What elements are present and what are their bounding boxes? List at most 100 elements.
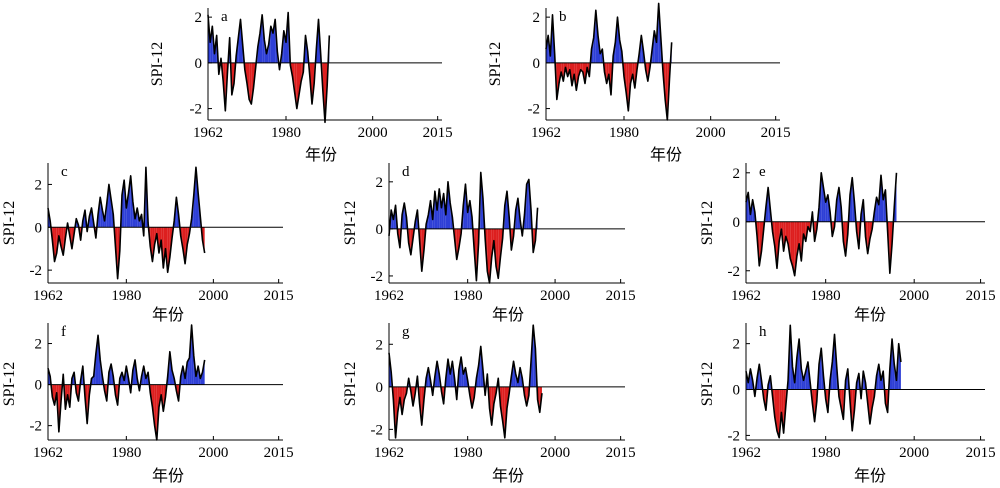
y-axis-label: SPI-12 <box>699 201 716 245</box>
y-tick-label: 2 <box>376 337 384 353</box>
wet-area-segment <box>654 30 657 63</box>
wet-area-segment <box>836 187 839 222</box>
x-tick-label: 2015 <box>606 445 636 461</box>
y-tick-label: 2 <box>376 175 384 191</box>
dry-area-segment <box>456 228 459 260</box>
x-tick-label: 1962 <box>531 125 561 141</box>
panel-g: -2 0 2 1962 1980 2000 2015 g SPI-12 年份 <box>342 323 636 485</box>
dry-area-segment <box>796 221 800 257</box>
x-tick-label: 2000 <box>540 445 570 461</box>
x-tick-label: 1962 <box>374 288 404 304</box>
x-axis-label: 年份 <box>152 306 184 324</box>
y-axis-label: SPI-12 <box>342 362 359 406</box>
x-tick-label: 1962 <box>33 445 63 461</box>
spi-series-line <box>388 324 543 439</box>
panel-label: h <box>759 324 767 340</box>
panel-c: -2 0 2 1962 1980 2000 2015 c SPI-12 年份 <box>1 163 294 324</box>
wet-area-segment <box>898 343 901 390</box>
y-tick-label: 0 <box>376 222 384 238</box>
y-tick-label: -2 <box>528 102 541 118</box>
x-tick-label: 1980 <box>609 125 639 141</box>
panel-label: b <box>559 9 567 25</box>
panel-a: -2 0 2 1962 1980 2000 2015 a SPI-12 年份 <box>149 8 453 164</box>
x-axis-label: 年份 <box>854 306 886 324</box>
x-tick-label: 2000 <box>899 445 929 461</box>
x-tick-label: 1980 <box>271 125 301 141</box>
x-tick-label: 2015 <box>606 288 636 304</box>
y-tick-label: 2 <box>733 337 741 353</box>
wet-area-segment <box>187 357 190 385</box>
dry-area-segment <box>776 389 780 438</box>
y-axis-label: SPI-12 <box>1 201 18 245</box>
panel-label: e <box>759 164 766 180</box>
dry-area-segment <box>251 62 254 104</box>
wet-area-segment <box>283 30 286 63</box>
x-tick-label: 2015 <box>264 288 294 304</box>
y-tick-label: 0 <box>733 215 741 231</box>
x-tick-label: 2000 <box>899 288 929 304</box>
wet-area-segment <box>270 26 273 63</box>
dry-area-segment <box>792 221 795 276</box>
dry-area-segment <box>790 221 793 266</box>
wet-area-segment <box>128 175 131 228</box>
y-tick-label: -2 <box>30 263 43 279</box>
y-tick-label: -2 <box>30 419 43 435</box>
wet-area-segment <box>796 339 800 390</box>
wet-area-segment <box>819 348 822 390</box>
dry-area-segment <box>885 389 888 413</box>
x-tick-label: 2015 <box>423 125 453 141</box>
y-tick-label: -2 <box>728 264 741 280</box>
x-tick-label: 1962 <box>33 288 63 304</box>
wet-area-segment <box>108 184 112 228</box>
panel-label: g <box>402 324 410 340</box>
x-axis-label: 年份 <box>492 306 524 324</box>
y-axis-label: SPI-12 <box>699 362 716 406</box>
wet-area-segment <box>515 198 518 229</box>
x-tick-label: 1962 <box>193 125 223 141</box>
y-tick-label: 0 <box>533 56 541 72</box>
spi-series-line <box>47 324 206 441</box>
wet-area-segment <box>533 325 536 387</box>
panel-b: -2 0 2 1962 1980 2000 2015 b SPI-12 年份 <box>487 2 791 164</box>
y-tick-label: 2 <box>733 166 741 182</box>
panel-d: -2 0 2 1962 1980 2000 2015 d SPI-12 年份 <box>342 163 636 324</box>
dry-area-segment <box>231 62 234 95</box>
y-tick-label: 0 <box>195 56 203 72</box>
y-tick-label: -2 <box>190 102 203 118</box>
dry-area-segment <box>803 221 806 242</box>
dry-area-segment <box>249 62 252 104</box>
x-tick-label: 2015 <box>966 288 996 304</box>
x-tick-label: 2000 <box>696 125 726 141</box>
y-axis-label: SPI-12 <box>149 42 166 86</box>
panel-f: -2 0 2 1962 1980 2000 2015 f SPI-12 年份 <box>1 323 294 485</box>
wet-area-segment <box>850 177 853 222</box>
x-axis-label: 年份 <box>650 146 682 164</box>
x-axis-label: 年份 <box>152 467 184 485</box>
dry-area-segment <box>665 62 668 120</box>
x-tick-label: 2000 <box>198 288 228 304</box>
x-tick-label: 1962 <box>374 445 404 461</box>
wet-area-segment <box>746 192 749 222</box>
y-axis-label: SPI-12 <box>487 42 504 86</box>
panel-e: -2 0 2 1962 1980 2000 2015 e SPI-12 年份 <box>699 163 996 324</box>
x-tick-label: 1962 <box>731 445 761 461</box>
dry-area-segment <box>794 221 797 276</box>
spi-series-line <box>545 2 673 121</box>
wet-area-segment <box>95 335 99 385</box>
panel-label: c <box>61 164 68 180</box>
x-tick-label: 2015 <box>761 125 791 141</box>
panel-label: d <box>402 164 410 180</box>
panel-label: a <box>221 9 228 25</box>
x-tick-label: 1980 <box>811 445 841 461</box>
spi-series-line <box>207 11 331 124</box>
y-tick-label: -2 <box>728 428 741 444</box>
spi-series-line <box>745 171 898 277</box>
y-tick-label: 2 <box>533 10 541 26</box>
x-tick-label: 1962 <box>731 288 761 304</box>
dry-area-segment <box>626 62 629 111</box>
wet-area-segment <box>260 14 263 63</box>
y-axis-label: SPI-12 <box>342 201 359 245</box>
y-tick-label: -2 <box>371 269 384 285</box>
y-axis-label: SPI-12 <box>1 362 18 406</box>
x-tick-label: 1980 <box>811 288 841 304</box>
